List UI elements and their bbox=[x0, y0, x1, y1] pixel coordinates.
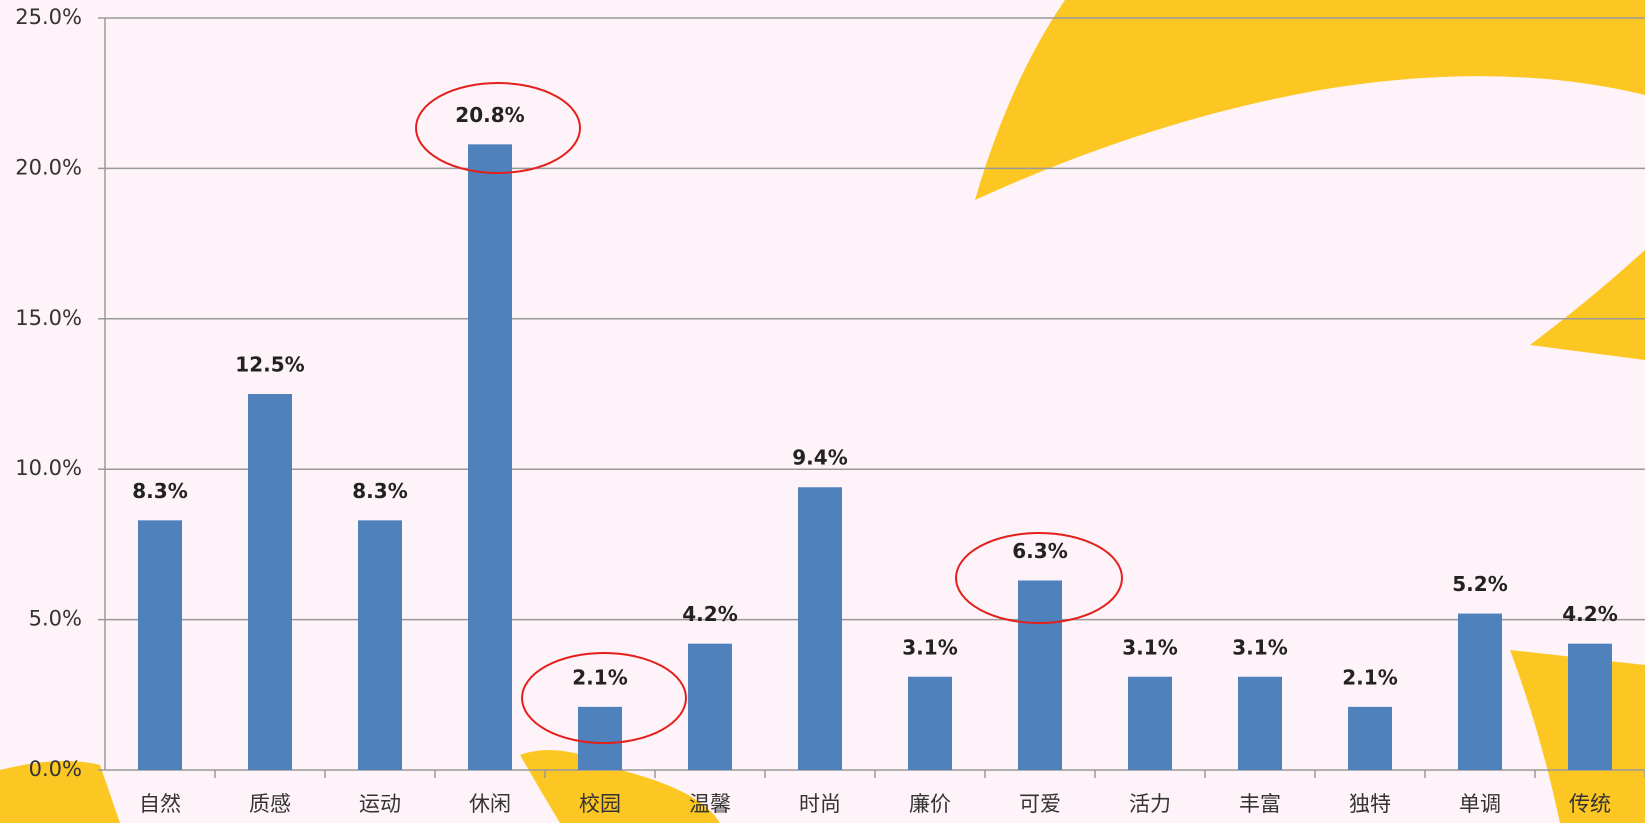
value-label: 4.2% bbox=[682, 602, 737, 626]
y-tick-label: 25.0% bbox=[15, 5, 82, 29]
x-tick-label: 温馨 bbox=[689, 792, 731, 816]
annotations bbox=[416, 83, 1122, 743]
value-label: 3.1% bbox=[902, 635, 957, 659]
x-tick-label: 廉价 bbox=[909, 792, 951, 816]
x-tick-label: 单调 bbox=[1459, 792, 1501, 816]
x-tick-label: 传统 bbox=[1569, 792, 1611, 816]
bar bbox=[1458, 614, 1502, 770]
bar bbox=[688, 644, 732, 770]
x-tick-label: 时尚 bbox=[799, 792, 841, 816]
y-tick-label: 10.0% bbox=[15, 456, 82, 480]
bar bbox=[1348, 707, 1392, 770]
value-label: 20.8% bbox=[455, 103, 524, 127]
value-label: 2.1% bbox=[572, 665, 627, 689]
x-tick-label: 独特 bbox=[1349, 792, 1391, 816]
bar bbox=[1018, 580, 1062, 770]
value-label: 3.1% bbox=[1232, 635, 1287, 659]
value-label: 8.3% bbox=[132, 479, 187, 503]
bar bbox=[1568, 644, 1612, 770]
x-tick-label: 自然 bbox=[139, 792, 181, 816]
bar bbox=[908, 677, 952, 770]
bar bbox=[248, 394, 292, 770]
bar bbox=[578, 707, 622, 770]
x-tick-label: 校园 bbox=[579, 792, 621, 816]
value-label: 4.2% bbox=[1562, 602, 1617, 626]
y-tick-label: 0.0% bbox=[29, 757, 82, 781]
bar bbox=[1128, 677, 1172, 770]
y-tick-label: 15.0% bbox=[15, 306, 82, 330]
x-tick-label: 质感 bbox=[249, 792, 291, 816]
x-tick-label: 运动 bbox=[359, 792, 401, 816]
x-tick-label: 休闲 bbox=[469, 792, 511, 816]
value-label: 5.2% bbox=[1452, 572, 1507, 596]
value-label: 3.1% bbox=[1122, 635, 1177, 659]
y-tick-label: 5.0% bbox=[29, 607, 82, 631]
value-label: 2.1% bbox=[1342, 665, 1397, 689]
bar bbox=[468, 144, 512, 770]
y-tick-label: 20.0% bbox=[15, 155, 82, 179]
plot: 0.0% 5.0% 10.0% 15.0% 20.0% 25.0% 自然 8.3% 质感 12.5… bbox=[15, 5, 1645, 816]
page: {"chart_data": {"type": "bar", "categori… bbox=[0, 0, 1645, 823]
bar bbox=[358, 520, 402, 770]
x-tick-label: 可爱 bbox=[1019, 792, 1061, 816]
bar bbox=[138, 520, 182, 770]
x-tick-label: 丰富 bbox=[1239, 792, 1281, 816]
x-tick-label: 活力 bbox=[1129, 792, 1171, 816]
chart: 0.0% 5.0% 10.0% 15.0% 20.0% 25.0% 自然 8.3% 质感 12.5… bbox=[0, 0, 1645, 823]
bar bbox=[798, 487, 842, 770]
value-label: 8.3% bbox=[352, 479, 407, 503]
value-label: 6.3% bbox=[1012, 539, 1067, 563]
value-label: 9.4% bbox=[792, 446, 847, 470]
bar bbox=[1238, 677, 1282, 770]
value-label: 12.5% bbox=[235, 353, 304, 377]
